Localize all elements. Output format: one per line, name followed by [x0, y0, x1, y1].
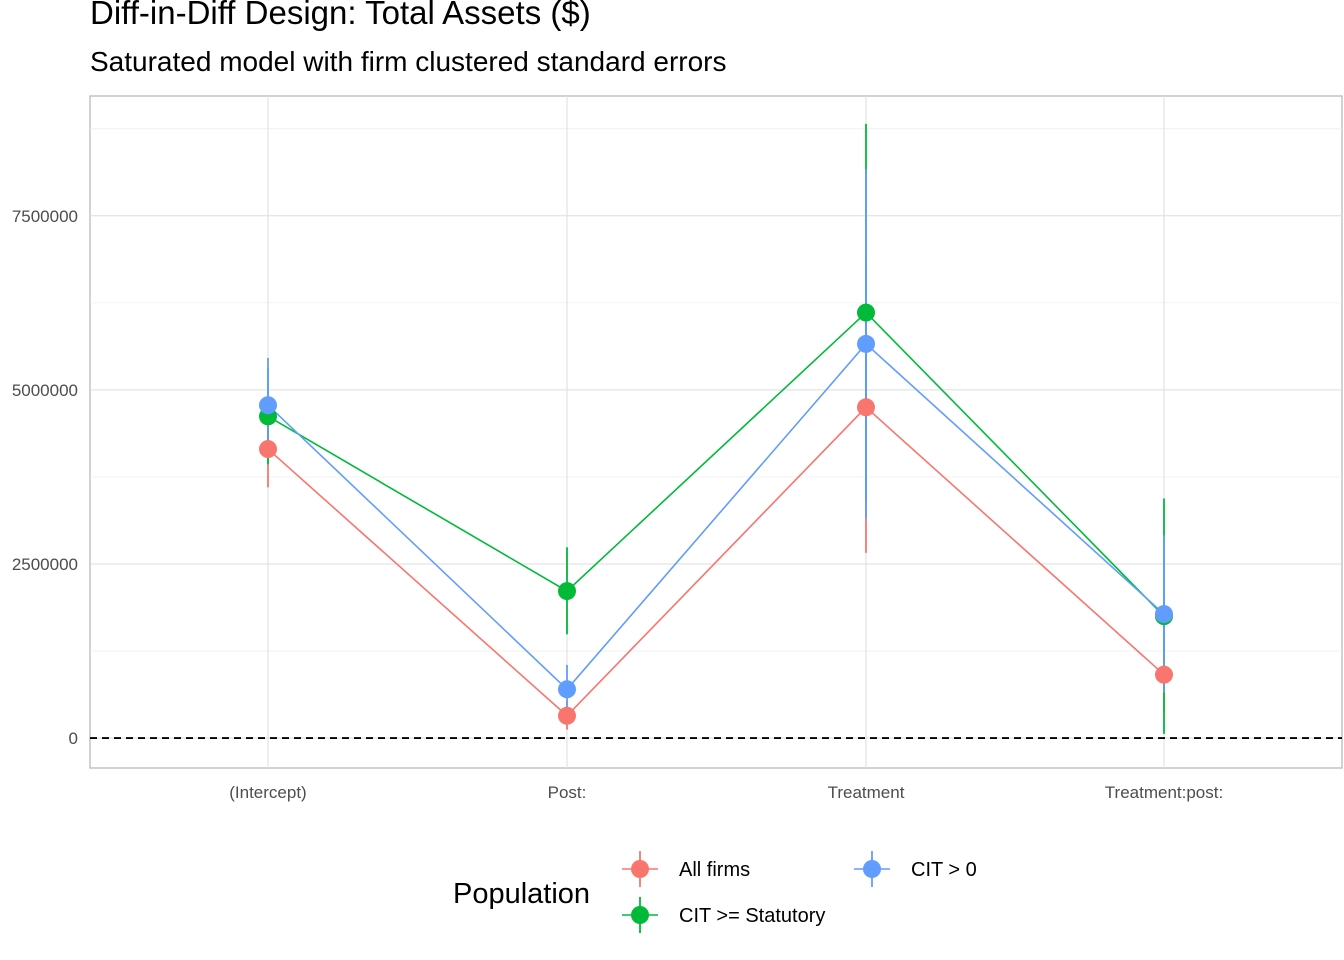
x-tick-label: Post: [548, 783, 587, 802]
chart-subtitle: Saturated model with firm clustered stan… [90, 46, 727, 77]
line-cit-statutory [267, 311, 1165, 617]
legend-label-all-firms: All firms [679, 859, 750, 881]
point-cit-statutory [857, 303, 875, 322]
point-cit-statutory [558, 582, 576, 601]
point-all-firms [259, 440, 277, 459]
line-cit-0 [267, 342, 1165, 691]
y-tick-label: 2500000 [12, 555, 78, 574]
legend-label-cit-statutory: CIT >= Statutory [679, 905, 825, 927]
x-tick-label: (Intercept) [229, 783, 306, 802]
legend-key-point-cit-statutory [631, 906, 649, 924]
grid-layer [89, 95, 1343, 769]
point-cit-0 [558, 680, 576, 699]
point-cit-0 [857, 334, 875, 353]
legend-key-point-cit-0 [863, 860, 881, 878]
x-tick-label: Treatment:post: [1105, 783, 1223, 802]
point-cit-0 [259, 396, 277, 415]
x-tick-label: Treatment [828, 783, 905, 802]
series-layer [90, 123, 1342, 739]
y-tick-label: 7500000 [12, 207, 78, 226]
chart-title: Diff-in-Diff Design: Total Assets ($) [90, 0, 591, 31]
y-tick-label: 5000000 [12, 381, 78, 400]
y-tick-label: 0 [69, 729, 78, 748]
point-all-firms [558, 706, 576, 725]
point-all-firms [857, 398, 875, 417]
point-cit-0 [1155, 605, 1173, 624]
legend-title: Population [453, 878, 590, 910]
line-all-firms [267, 406, 1165, 717]
panel-border [89, 95, 1343, 769]
legend-label-cit-0: CIT > 0 [911, 859, 977, 881]
point-all-firms [1155, 665, 1173, 684]
legend-key-point-all-firms [631, 860, 649, 878]
axis-layer: 0 2500000 5000000 7500000 (Intercept) Post: Tr… [12, 207, 1223, 802]
legend: Population All firms CIT >= Statutory CIT >… [453, 851, 977, 933]
